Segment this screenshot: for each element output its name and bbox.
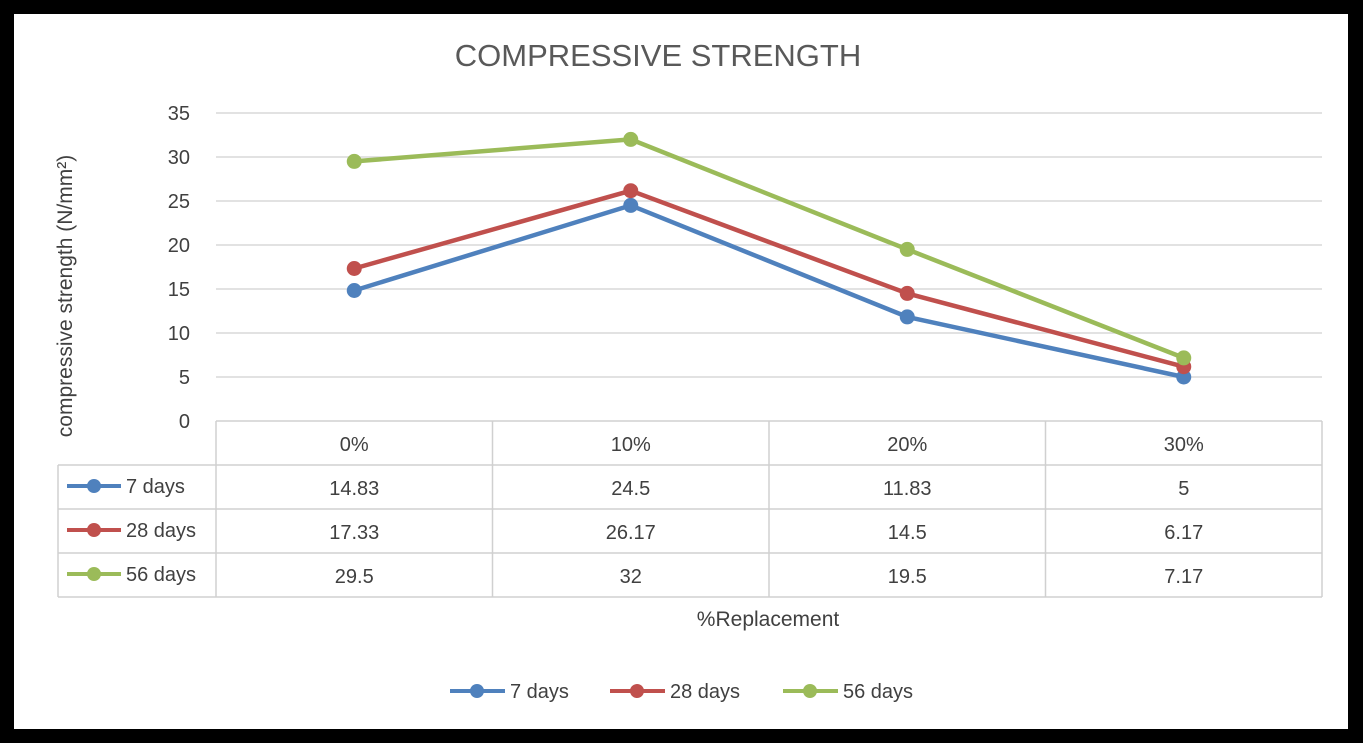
table-cell-value: 32 bbox=[620, 566, 642, 588]
table-cell-value: 14.83 bbox=[329, 478, 379, 500]
table-cell-value: 24.5 bbox=[611, 478, 650, 500]
y-axis-label: compressive strength (N/mm²) bbox=[54, 155, 77, 437]
table-legend-key-marker bbox=[87, 523, 101, 537]
x-tick-label: 10% bbox=[611, 434, 651, 456]
table-legend-key-marker bbox=[87, 567, 101, 581]
data-point bbox=[346, 260, 362, 276]
table-cell-value: 11.83 bbox=[883, 478, 932, 500]
series-line bbox=[352, 137, 1186, 361]
data-point bbox=[899, 309, 915, 325]
legend-label: 28 days bbox=[670, 681, 740, 703]
data-point bbox=[623, 183, 639, 199]
table-legend-key-marker bbox=[87, 479, 101, 493]
legend-key-marker bbox=[630, 684, 644, 698]
legend: 7 days 28 days 56 days bbox=[450, 681, 913, 703]
y-tick-label: 10 bbox=[168, 323, 190, 345]
y-tick-label: 35 bbox=[168, 103, 190, 125]
y-tick-label: 0 bbox=[179, 411, 190, 433]
y-tick-label: 5 bbox=[179, 367, 190, 389]
series-line bbox=[352, 203, 1186, 380]
table-series-label: 56 days bbox=[126, 564, 196, 586]
table-cell-value: 14.5 bbox=[888, 522, 927, 544]
y-tick-label: 25 bbox=[168, 191, 190, 213]
y-axis-ticks: 0 5 10 15 20 25 30 35 bbox=[168, 103, 190, 433]
x-tick-label: 20% bbox=[887, 434, 927, 456]
table-series-label: 7 days bbox=[126, 476, 185, 498]
table-cell-value: 26.17 bbox=[606, 522, 656, 544]
chart-frame bbox=[14, 14, 1348, 729]
x-tick-label: 30% bbox=[1164, 434, 1204, 456]
data-table: 0% 10% 20% 30% 7 days 14.83 24.5 11.83 5 28 days 1… bbox=[57, 420, 1323, 598]
chart-title: COMPRESSIVE STRENGTH bbox=[455, 38, 862, 73]
plot-lines bbox=[346, 131, 1192, 385]
data-point bbox=[623, 197, 639, 213]
x-tick-label: 0% bbox=[340, 434, 369, 456]
table-cell-value: 6.17 bbox=[1164, 522, 1203, 544]
data-point bbox=[899, 285, 915, 301]
data-point bbox=[346, 153, 362, 169]
y-tick-label: 20 bbox=[168, 235, 190, 257]
data-point bbox=[1176, 369, 1192, 385]
data-point bbox=[346, 282, 362, 298]
data-point bbox=[1176, 350, 1192, 366]
legend-label: 7 days bbox=[510, 681, 569, 703]
x-axis-label: %Replacement bbox=[697, 608, 840, 631]
table-cell-value: 7.17 bbox=[1164, 566, 1203, 588]
series-line bbox=[352, 188, 1186, 369]
y-tick-label: 15 bbox=[168, 279, 190, 301]
table-cell-value: 19.5 bbox=[888, 566, 927, 588]
gridlines bbox=[216, 112, 1322, 378]
table-cell-value: 17.33 bbox=[329, 522, 379, 544]
legend-key-marker bbox=[803, 684, 817, 698]
table-series-label: 28 days bbox=[126, 520, 196, 542]
data-point bbox=[899, 241, 915, 257]
data-point bbox=[623, 131, 639, 147]
table-cell-value: 29.5 bbox=[335, 566, 374, 588]
legend-label: 56 days bbox=[843, 681, 913, 703]
legend-key-marker bbox=[470, 684, 484, 698]
table-cell-value: 5 bbox=[1178, 478, 1189, 500]
y-tick-label: 30 bbox=[168, 147, 190, 169]
